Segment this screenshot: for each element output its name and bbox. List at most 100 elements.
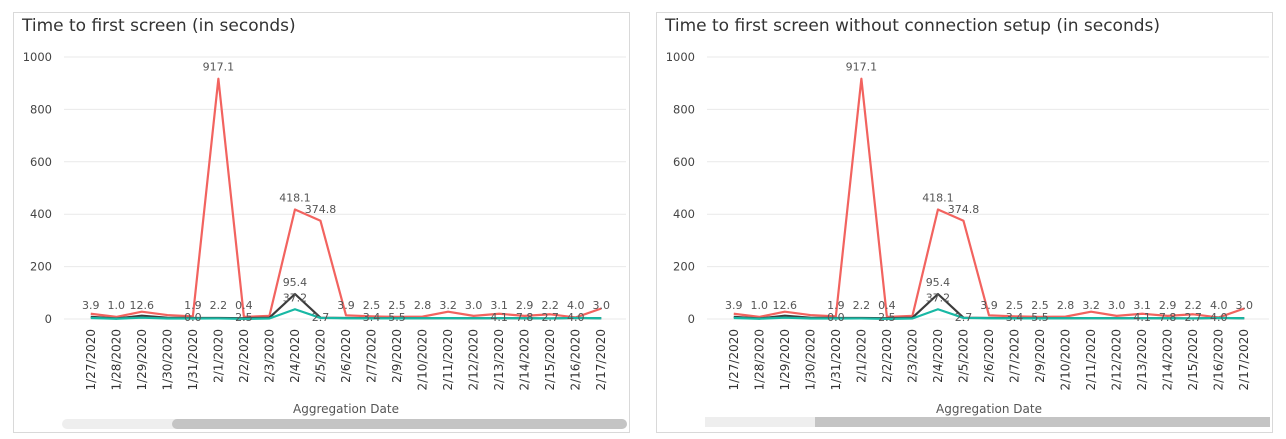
data-label: 0.0 (827, 311, 845, 324)
x-tick-label: 1/29/2020 (778, 329, 792, 391)
data-label: 37.2 (926, 291, 951, 304)
data-label: 7.8 (1159, 311, 1177, 324)
chart-title: Time to first screen without connection … (665, 16, 1161, 36)
horizontal-scrollbar[interactable] (705, 417, 1270, 427)
chart-panel-time-to-first-screen-without-connection: Time to first screen without connection … (656, 12, 1273, 433)
x-axis-title: Aggregation Date (936, 402, 1042, 416)
data-label: 418.1 (922, 191, 954, 204)
data-label: 2.5 (363, 299, 381, 312)
data-label: 7.8 (516, 311, 534, 324)
data-label: 4.0 (567, 311, 585, 324)
x-tick-label: 2/9/2020 (390, 329, 404, 383)
x-tick-label: 2/4/2020 (931, 329, 945, 383)
x-tick-label: 1/30/2020 (160, 329, 174, 391)
series-line-teal (733, 308, 1245, 320)
data-label: 1.0 (751, 299, 769, 312)
y-tick-label: 1000 (666, 50, 695, 64)
x-tick-label: 2/15/2020 (1186, 329, 1200, 391)
y-tick-label: 600 (30, 155, 52, 169)
y-tick-label: 200 (673, 260, 695, 274)
x-tick-label: 2/3/2020 (905, 329, 919, 383)
data-label: 3.1 (1133, 299, 1151, 312)
chart-panel-time-to-first-screen: Time to first screen (in seconds) 0 200 40… (13, 12, 630, 433)
data-label: 2.9 (1159, 299, 1177, 312)
series-line-red (90, 77, 602, 319)
x-tick-label: 1/31/2020 (186, 329, 200, 391)
x-tick-label: 2/2/2020 (880, 329, 894, 383)
data-label: 95.4 (926, 276, 951, 289)
x-tick-label: 2/10/2020 (1059, 329, 1073, 391)
x-tick-label: 2/10/2020 (416, 329, 430, 391)
y-tick-label: 200 (30, 260, 52, 274)
x-axis-title: Aggregation Date (293, 402, 399, 416)
data-label: 1.9 (184, 299, 202, 312)
x-tick-label: 2/7/2020 (1008, 329, 1022, 383)
data-label: 4.0 (1210, 299, 1228, 312)
x-tick-label: 2/14/2020 (518, 329, 532, 391)
scrollbar-thumb[interactable] (172, 419, 627, 429)
x-tick-label: 2/3/2020 (262, 329, 276, 383)
data-label: 0.4 (878, 299, 896, 312)
data-label: 4.0 (567, 299, 585, 312)
data-label: 2.7 (1184, 311, 1202, 324)
x-tick-label: 2/11/2020 (441, 329, 455, 391)
data-label: 2.7 (955, 311, 973, 324)
x-tick-label: 2/4/2020 (288, 329, 302, 383)
x-tick-label: 2/1/2020 (211, 329, 225, 383)
data-label: 12.6 (130, 299, 155, 312)
y-tick-label: 0 (45, 312, 52, 326)
data-label: 2.2 (210, 299, 228, 312)
data-label: 2.2 (1184, 299, 1202, 312)
x-tick-label: 2/12/2020 (1110, 329, 1124, 391)
data-label: 2.7 (312, 311, 330, 324)
data-label: 0.4 (235, 299, 253, 312)
x-tick-label: 1/28/2020 (752, 329, 766, 391)
data-label: 2.2 (541, 299, 559, 312)
data-label: 3.0 (592, 299, 610, 312)
data-label: 37.2 (283, 291, 308, 304)
data-label: 3.2 (439, 299, 457, 312)
data-label: 3.4 (1006, 311, 1024, 324)
x-tick-label: 2/5/2020 (313, 329, 327, 383)
y-tick-label: 0 (688, 312, 695, 326)
x-tick-label: 2/1/2020 (854, 329, 868, 383)
data-label: 3.0 (1235, 299, 1253, 312)
data-label: 374.8 (305, 203, 337, 216)
x-tick-label: 2/17/2020 (594, 329, 608, 391)
chart-title: Time to first screen (in seconds) (22, 16, 296, 36)
data-label: 3.9 (82, 299, 100, 312)
y-tick-label: 1000 (23, 50, 52, 64)
data-label: 2.8 (1057, 299, 1075, 312)
x-tick-label: 2/2/2020 (237, 329, 251, 383)
data-label: 1.9 (827, 299, 845, 312)
x-tick-label: 1/29/2020 (135, 329, 149, 391)
x-tick-label: 1/27/2020 (727, 329, 741, 391)
data-label: 5.5 (1031, 311, 1049, 324)
horizontal-scrollbar[interactable] (62, 419, 627, 429)
line-chart: 0 200 400 600 800 1000 3.9 1.0 12.6 1.90.0 917.1 2.… (23, 50, 626, 416)
x-tick-label: 1/31/2020 (829, 329, 843, 391)
data-label: 2.5 (235, 311, 253, 324)
data-label: 2.5 (1031, 299, 1049, 312)
x-tick-label: 2/13/2020 (492, 329, 506, 391)
scrollbar-thumb[interactable] (815, 417, 1270, 427)
data-label: 2.5 (1006, 299, 1024, 312)
y-tick-label: 800 (673, 102, 695, 116)
data-label: 2.5 (388, 299, 406, 312)
y-tick-label: 600 (673, 155, 695, 169)
x-tick-label: 2/5/2020 (956, 329, 970, 383)
data-label: 2.9 (516, 299, 534, 312)
data-label: 3.9 (337, 299, 355, 312)
x-tick-label: 2/15/2020 (543, 329, 557, 391)
data-label: 418.1 (279, 191, 311, 204)
data-label: 2.7 (541, 311, 559, 324)
data-label: 3.1 (490, 299, 508, 312)
data-label: 2.8 (414, 299, 432, 312)
line-chart: 0 200 400 600 800 1000 3.9 1.0 12.6 1.90.0 917.1 2.… (666, 50, 1269, 416)
series-line-red (733, 77, 1245, 319)
data-label: 917.1 (203, 61, 235, 74)
data-label: 3.2 (1082, 299, 1100, 312)
data-label: 3.0 (1108, 299, 1126, 312)
data-label: 3.9 (725, 299, 743, 312)
data-label: 2.2 (853, 299, 871, 312)
